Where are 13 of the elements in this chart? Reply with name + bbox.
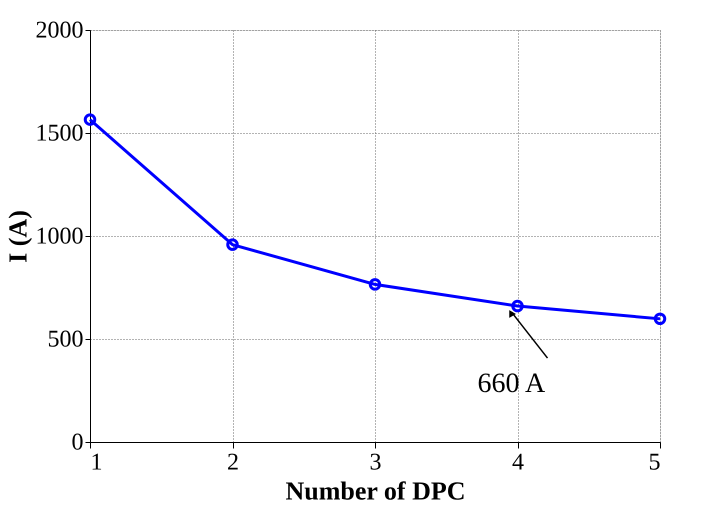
x-tick-label: 5 (648, 450, 660, 476)
x-tick-label: 3 (370, 450, 382, 476)
y-tick-label: 500 (48, 326, 84, 352)
y-tick-label: 0 (72, 430, 84, 456)
y-tick-label: 2000 (36, 18, 84, 44)
x-axis-title: Number of DPC (285, 476, 466, 506)
y-tick-label: 1000 (36, 224, 84, 250)
y-tick-label: 1500 (36, 120, 84, 146)
y-axis-title: I (A) (4, 210, 32, 263)
x-tick-label: 4 (512, 450, 524, 476)
annotation: 660 A (478, 368, 546, 400)
x-tick-label: 2 (227, 450, 239, 476)
x-tick-label: 1 (90, 450, 102, 476)
